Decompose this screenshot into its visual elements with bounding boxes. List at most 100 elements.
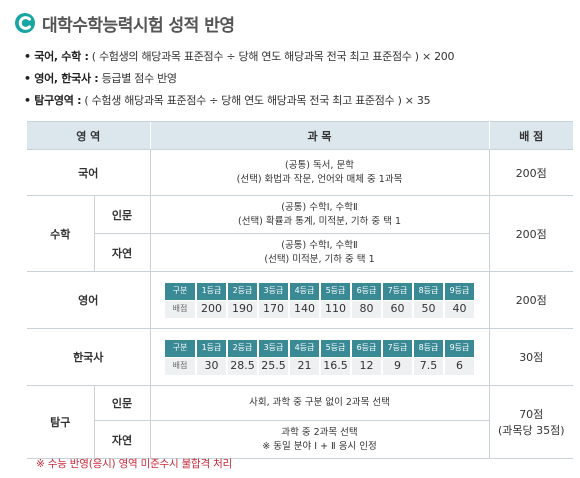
grade-table-history-cell: 구분 1등급 2등급 3등급 4등급 5등급 6등급 7등급 8등급 9등급 배… — [149, 328, 490, 386]
grade-label: 3등급 — [259, 339, 288, 357]
page-header: 대학수학능력시험 성적 반영 — [14, 10, 235, 36]
subject-line: 과학 중 2과목 선택 — [281, 426, 358, 438]
grade-table-english-cell: 구분 1등급 2등급 3등급 4등급 5등급 6등급 7등급 8등급 9등급 배… — [149, 271, 490, 329]
table-row-english: 영어 구분 1등급 2등급 3등급 4등급 5등급 6등급 7등급 8등급 9등… — [27, 271, 573, 329]
grade-points-row: 배점 200 190 170 140 110 80 60 50 40 — [165, 300, 474, 318]
subject-inquiry-science: 과학 중 2과목 선택 ※ 동일 분야 Ⅰ + Ⅱ 응시 인정 — [149, 420, 490, 459]
grade-points: 190 — [228, 300, 257, 318]
grade-table-english: 구분 1등급 2등급 3등급 4등급 5등급 6등급 7등급 8등급 9등급 배… — [163, 282, 476, 319]
grade-points: 16.5 — [321, 357, 350, 375]
grade-header-row: 구분 1등급 2등급 3등급 4등급 5등급 6등급 7등급 8등급 9등급 — [165, 339, 474, 357]
table-row-math-humanities: 수학 인문 (공통) 수학Ⅰ, 수학Ⅱ (선택) 확률과 통계, 미적분, 기하… — [27, 195, 573, 272]
grade-points: 60 — [383, 300, 412, 318]
bullet-korean-math: • 국어, 수학 : ( 수험생의 해당과목 표준점수 ÷ 당해 연도 해당과목… — [24, 46, 574, 68]
subject-line: ※ 동일 분야 Ⅰ + Ⅱ 응시 인정 — [262, 440, 377, 452]
bullet-label: • 영어, 한국사 : — [24, 72, 99, 85]
grade-label: 7등급 — [383, 282, 412, 300]
table-row-korean: 국어 (공통) 독서, 문학 (선택) 화법과 작문, 언어와 매체 중 1과목… — [27, 149, 573, 196]
bullet-text: ( 수험생 해당과목 표준점수 ÷ 당해 연도 해당과목 전국 최고 표준점수 … — [81, 94, 431, 107]
grade-points: 110 — [321, 300, 350, 318]
table-row-math-science: 자연 (공통) 수학Ⅰ, 수학Ⅱ (선택) 미적분, 기하 중 택 1 — [27, 233, 573, 272]
grade-label: 8등급 — [414, 282, 443, 300]
score-line: (과목당 35점) — [497, 424, 565, 437]
grade-label: 1등급 — [197, 339, 226, 357]
track-humanities: 인문 — [93, 385, 150, 421]
grade-label: 2등급 — [228, 282, 257, 300]
grade-points: 6 — [445, 357, 474, 375]
area-history: 한국사 — [27, 328, 150, 386]
page-title: 대학수학능력시험 성적 반영 — [42, 15, 235, 36]
grade-points: 21 — [290, 357, 319, 375]
grade-points: 40 — [445, 300, 474, 318]
grade-points: 9 — [383, 357, 412, 375]
score-line: 70점 — [519, 408, 544, 421]
track-science: 자연 — [93, 233, 150, 272]
points-row-label: 배점 — [165, 300, 195, 318]
subject-korean: (공통) 독서, 문학 (선택) 화법과 작문, 언어와 매체 중 1과목 — [149, 149, 490, 196]
grade-points: 80 — [352, 300, 381, 318]
table-header-row: 영 역 과 목 배 점 — [27, 121, 573, 150]
score-english: 200점 — [489, 271, 573, 329]
grade-points: 25.5 — [259, 357, 288, 375]
subject-math-science: (공통) 수학Ⅰ, 수학Ⅱ (선택) 미적분, 기하 중 택 1 — [149, 233, 490, 272]
points-row-label: 배점 — [165, 357, 195, 375]
grade-label: 4등급 — [290, 282, 319, 300]
score-history: 30점 — [489, 328, 573, 386]
header-area: 영 역 — [27, 121, 150, 150]
bullet-inquiry: • 탐구영역 : ( 수험생 해당과목 표준점수 ÷ 당해 연도 해당과목 전국… — [24, 90, 574, 112]
track-humanities: 인문 — [93, 195, 150, 234]
subject-line: (선택) 미적분, 기하 중 택 1 — [264, 253, 375, 265]
table-row-history: 한국사 구분 1등급 2등급 3등급 4등급 5등급 6등급 7등급 8등급 9… — [27, 328, 573, 386]
grade-header-label: 구분 — [165, 282, 195, 300]
grade-label: 7등급 — [383, 339, 412, 357]
table-row-inquiry-science: 자연 과학 중 2과목 선택 ※ 동일 분야 Ⅰ + Ⅱ 응시 인정 — [27, 420, 573, 459]
track-science: 자연 — [93, 420, 150, 459]
grade-label: 3등급 — [259, 282, 288, 300]
grade-label: 5등급 — [321, 282, 350, 300]
grade-label: 9등급 — [445, 339, 474, 357]
c-logo-icon — [15, 13, 35, 33]
grade-header-row: 구분 1등급 2등급 3등급 4등급 5등급 6등급 7등급 8등급 9등급 — [165, 282, 474, 300]
area-korean: 국어 — [27, 149, 150, 196]
score-table: 영 역 과 목 배 점 국어 (공통) 독서, 문학 (선택) 화법과 작문, … — [27, 121, 573, 459]
table-row-inquiry-humanities: 탐구 인문 사회, 과학 중 구분 없이 2과목 선택 70점 (과목당 35점… — [27, 385, 573, 459]
grade-label: 5등급 — [321, 339, 350, 357]
area-inquiry: 탐구 — [27, 385, 94, 459]
bullet-text: 등급별 점수 반영 — [98, 72, 177, 85]
subject-line: (선택) 화법과 작문, 언어와 매체 중 1과목 — [236, 173, 403, 185]
grade-points: 7.5 — [414, 357, 443, 375]
grade-label: 6등급 — [352, 282, 381, 300]
grade-points: 28.5 — [228, 357, 257, 375]
grade-label: 4등급 — [290, 339, 319, 357]
grade-header-label: 구분 — [165, 339, 195, 357]
subject-inquiry-humanities: 사회, 과학 중 구분 없이 2과목 선택 — [149, 385, 490, 421]
grade-label: 6등급 — [352, 339, 381, 357]
grade-points: 12 — [352, 357, 381, 375]
grade-points: 140 — [290, 300, 319, 318]
area-english: 영어 — [27, 271, 150, 329]
subject-line: (공통) 수학Ⅰ, 수학Ⅱ — [281, 239, 358, 251]
subject-line: (공통) 수학Ⅰ, 수학Ⅱ — [281, 201, 358, 213]
grade-label: 8등급 — [414, 339, 443, 357]
bullet-text: ( 수험생의 해당과목 표준점수 ÷ 당해 연도 해당과목 전국 최고 표준점수… — [88, 50, 455, 63]
formula-list: • 국어, 수학 : ( 수험생의 해당과목 표준점수 ÷ 당해 연도 해당과목… — [24, 46, 574, 112]
bullet-label: • 탐구영역 : — [24, 94, 82, 107]
score-inquiry: 70점 (과목당 35점) — [489, 385, 573, 459]
disqualification-note: ※ 수능 반영(응시) 영역 미준수시 불합격 처리 — [36, 458, 233, 470]
grade-table-history: 구분 1등급 2등급 3등급 4등급 5등급 6등급 7등급 8등급 9등급 배… — [163, 339, 476, 376]
subject-line: (공통) 독서, 문학 — [285, 159, 354, 171]
header-score: 배 점 — [489, 121, 573, 150]
header-subject: 과 목 — [149, 121, 490, 150]
grade-label: 9등급 — [445, 282, 474, 300]
grade-points-row: 배점 30 28.5 25.5 21 16.5 12 9 7.5 6 — [165, 357, 474, 375]
score-math: 200점 — [489, 195, 573, 272]
subject-math-humanities: (공통) 수학Ⅰ, 수학Ⅱ (선택) 확률과 통계, 미적분, 기하 중 택 1 — [149, 195, 490, 234]
bullet-english-history: • 영어, 한국사 : 등급별 점수 반영 — [24, 68, 574, 90]
score-korean: 200점 — [489, 149, 573, 196]
area-math: 수학 — [27, 195, 94, 272]
subject-line: (선택) 확률과 통계, 미적분, 기하 중 택 1 — [238, 215, 401, 227]
grade-points: 200 — [197, 300, 226, 318]
bullet-label: • 국어, 수학 : — [24, 50, 89, 63]
grade-points: 170 — [259, 300, 288, 318]
grade-points: 50 — [414, 300, 443, 318]
